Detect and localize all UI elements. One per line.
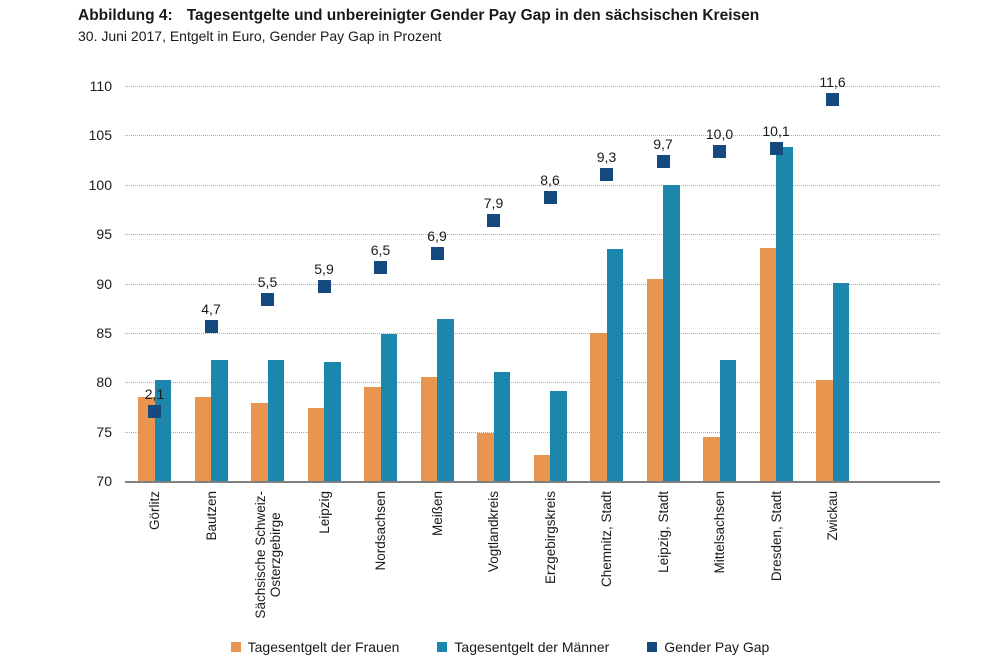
x-category-label: Görlitz: [147, 491, 162, 531]
gap-value-label: 10,1: [762, 123, 790, 140]
gap-value-label: 6,9: [427, 228, 447, 245]
legend-label-gpg: Gender Pay Gap: [664, 639, 770, 655]
y-tick-label: 70: [96, 473, 112, 489]
bar-frauen: [646, 278, 663, 481]
bar-frauen: [477, 432, 494, 481]
bar-maenner: [550, 391, 567, 481]
x-category-label: Zwickau: [825, 491, 840, 541]
x-category-label: Bautzen: [203, 491, 219, 541]
bar-frauen: [364, 387, 381, 481]
gender-pay-gap-marker: [204, 319, 218, 333]
x-axis: Görlitz Bautzen Sächsische Schweiz- Osterz…: [125, 481, 940, 631]
gridline: [125, 283, 940, 285]
bar-maenner: [380, 333, 397, 481]
y-tick-label: 85: [96, 324, 112, 341]
gridline: [125, 431, 940, 433]
bar-maenner: [493, 372, 510, 481]
gender-pay-gap-marker: [374, 260, 387, 274]
gap-value-label: 4,7: [201, 300, 221, 317]
gap-value-label: 9,7: [653, 136, 673, 153]
bar-frauen: [816, 380, 833, 481]
figure-subtitle: 30. Juni 2017, Entgelt in Euro, Gender P…: [78, 28, 442, 44]
gap-value-label: 7,9: [483, 195, 504, 212]
y-tick-label: 100: [88, 176, 112, 193]
bar-frauen: [759, 247, 776, 481]
bar-frauen: [533, 455, 550, 481]
gender-pay-gap-marker: [430, 247, 444, 261]
figure-label: Abbildung 4:: [78, 7, 173, 24]
gap-value-label: 6,5: [370, 241, 391, 258]
legend-item-frauen: Tagesentgelt der Frauen: [230, 639, 400, 655]
x-category-label: Dresden, Stadt: [768, 491, 784, 582]
bar-frauen: [703, 436, 720, 481]
chart-plot: 2,1 4,7 5,5 5,9 6,5 6,9 7,9 8,6 9,3 9,7 10,0 10,1 11…: [125, 74, 940, 483]
bar-maenner: [776, 147, 793, 481]
gridline: [125, 382, 940, 384]
figure-header: Abbildung 4: Tagesentgelte und unbereinig…: [78, 7, 759, 25]
gridline: [125, 135, 940, 137]
gender-pay-gap-marker: [656, 155, 670, 169]
bar-frauen: [590, 332, 607, 481]
maenner-swatch-icon: [437, 642, 448, 652]
legend-label-maenner: Tagesentgelt der Männer: [454, 639, 610, 655]
gender-pay-gap-marker: [713, 145, 726, 159]
x-category-label: Sächsische Schweiz- Osterzgebirge: [252, 491, 283, 619]
gender-pay-gap-marker: [543, 191, 557, 205]
x-category-label: Vogtlandkreis: [486, 491, 501, 573]
bar-maenner: [267, 359, 284, 481]
bar-maenner: [832, 282, 849, 481]
gender-pay-gap-marker: [600, 168, 613, 182]
legend-item-gpg: Gender Pay Gap: [647, 639, 769, 655]
bar-frauen: [251, 402, 268, 481]
x-axis-line: [125, 481, 940, 483]
y-tick-label: 95: [96, 226, 112, 243]
bar-maenner: [663, 184, 680, 481]
gender-pay-gap-marker: [261, 293, 274, 307]
x-category-label: Erzgebirgskreis: [542, 491, 558, 585]
x-category-label: Leipzig, Stadt: [655, 491, 671, 573]
bar-maenner: [437, 319, 454, 481]
y-tick-label: 105: [88, 127, 112, 144]
gridline: [125, 234, 940, 236]
gap-value-label: 11,6: [819, 73, 846, 90]
y-tick-label: 110: [89, 78, 112, 94]
gender-pay-gap-marker: [317, 280, 331, 294]
legend-item-maenner: Tagesentgelt der Männer: [437, 639, 609, 655]
x-category-label: Chemnitz, Stadt: [599, 491, 614, 588]
gap-value-label: 5,5: [257, 274, 278, 291]
bar-maenner: [606, 248, 623, 481]
gridline: [125, 184, 940, 186]
y-tick-label: 80: [96, 374, 112, 391]
bar-maenner: [719, 359, 736, 481]
gender-pay-gap-marker: [148, 405, 161, 419]
y-axis: 70 75 80 85 90 95 100 105 110: [58, 78, 112, 489]
chart-legend: Tagesentgelt der Frauen Tagesentgelt der…: [0, 639, 1000, 655]
x-category-label: Leipzig: [316, 491, 332, 534]
gap-value-label: 9,3: [596, 149, 617, 166]
x-category-label: Nordsachsen: [373, 491, 388, 571]
gender-pay-gap-marker: [769, 142, 783, 156]
gender-pay-gap-swatch-icon: [647, 642, 658, 652]
y-tick-label: 75: [96, 423, 112, 440]
x-category-label: Mittelsachsen: [712, 491, 727, 574]
bar-frauen: [307, 407, 324, 481]
gender-pay-gap-marker: [487, 214, 500, 228]
figure-title: Tagesentgelte und unbereinigter Gender P…: [186, 7, 760, 24]
legend-label-frauen: Tagesentgelt der Frauen: [247, 639, 400, 655]
gridline: [125, 332, 940, 334]
bar-frauen: [194, 397, 211, 481]
gap-value-label: 10,0: [705, 126, 734, 143]
gap-value-label: 2,1: [144, 386, 165, 403]
bar-frauen: [420, 377, 437, 481]
x-category-label: Meißen: [429, 491, 445, 537]
y-tick-label: 90: [96, 275, 112, 292]
gap-value-label: 8,6: [540, 172, 560, 189]
gap-value-label: 5,9: [314, 261, 334, 278]
bar-maenner: [211, 359, 228, 481]
gender-pay-gap-marker: [826, 92, 839, 106]
bar-maenner: [324, 361, 341, 481]
gridline: [125, 86, 940, 87]
frauen-swatch-icon: [230, 642, 241, 652]
